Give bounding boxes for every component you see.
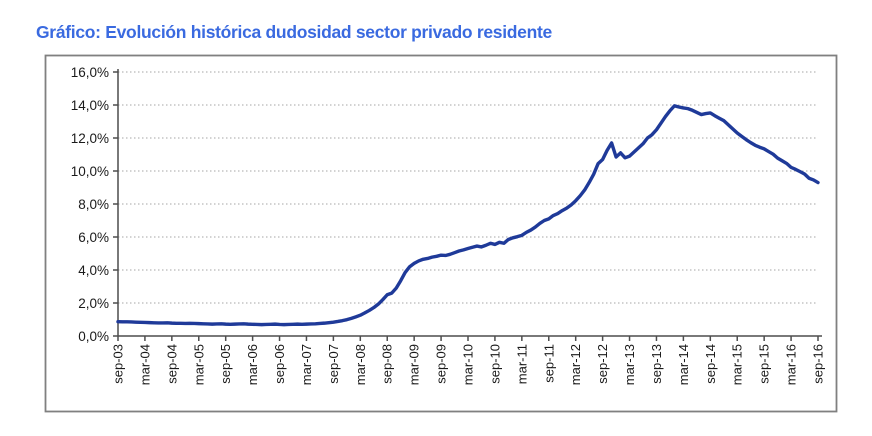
x-tick-label: mar-15 (730, 344, 745, 385)
x-tick-label: mar-08 (353, 344, 368, 385)
x-tick-label: mar-13 (622, 344, 637, 385)
x-tick-label: mar-04 (137, 344, 152, 385)
x-tick-label: mar-14 (676, 344, 691, 385)
x-tick-label: mar-09 (407, 344, 422, 385)
x-tick-label: sep-09 (434, 344, 449, 384)
x-tick-label: sep-10 (487, 344, 502, 384)
x-tick-label: mar-12 (568, 344, 583, 385)
y-tick-label: 12,0% (71, 131, 109, 146)
x-tick-label: sep-16 (811, 344, 826, 384)
y-tick-label: 8,0% (78, 197, 109, 212)
x-tick-label: sep-12 (595, 344, 610, 384)
x-tick-label: mar-06 (245, 344, 260, 385)
x-tick-label: sep-03 (111, 344, 126, 384)
y-tick-label: 0,0% (78, 329, 109, 344)
x-tick-label: mar-11 (514, 344, 529, 384)
x-tick-label: sep-14 (703, 344, 718, 384)
y-tick-label: 16,0% (71, 65, 109, 80)
x-tick-label: sep-05 (218, 344, 233, 384)
x-tick-label: mar-05 (191, 344, 206, 385)
series-line (116, 104, 820, 327)
x-tick-label: sep-11 (541, 344, 556, 383)
chart-title: Gráfico: Evolución histórica dudosidad s… (36, 22, 552, 42)
x-tick-label: sep-06 (272, 344, 287, 384)
x-tick-label: sep-04 (164, 344, 179, 384)
y-tick-label: 2,0% (78, 296, 109, 311)
x-tick-label: mar-07 (299, 344, 314, 385)
x-tick-label: sep-07 (326, 344, 341, 384)
y-tick-label: 10,0% (71, 164, 109, 179)
y-tick-label: 4,0% (78, 263, 109, 278)
x-tick-label: sep-15 (757, 344, 772, 384)
x-tick-label: mar-16 (784, 344, 799, 385)
y-tick-label: 14,0% (71, 98, 109, 113)
x-tick-label: sep-08 (380, 344, 395, 384)
x-tick-label: mar-10 (461, 344, 476, 385)
x-tick-label: sep-13 (649, 344, 664, 384)
y-tick-label: 6,0% (78, 230, 109, 245)
